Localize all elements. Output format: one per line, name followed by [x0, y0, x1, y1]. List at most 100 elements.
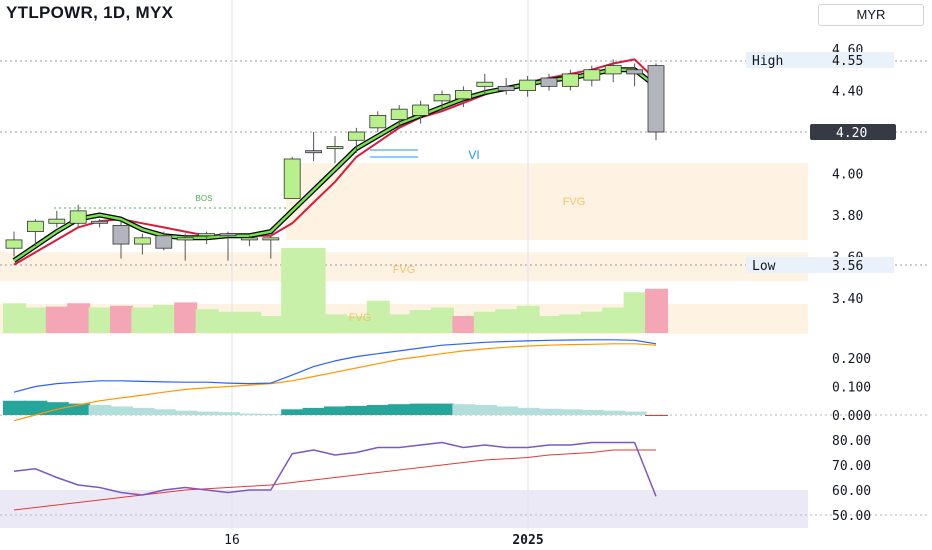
- volume-bar: [88, 307, 112, 333]
- macd-hist-bar: [366, 405, 390, 415]
- macd-signal-line: [13, 343, 657, 422]
- macd-hist-bar: [538, 408, 561, 415]
- low-marker: [746, 257, 894, 273]
- volume-bar: [67, 303, 91, 333]
- volume-bar: [174, 302, 198, 333]
- candle-body: [369, 115, 387, 129]
- macd-hist-bar: [152, 409, 176, 415]
- macd-hist-bar: [388, 404, 412, 415]
- fvg-annotation-upper: FVG: [563, 196, 586, 208]
- rsi-ma-line: [13, 449, 656, 511]
- high-value: 4.55: [832, 54, 863, 69]
- price-tick: 4.40: [832, 85, 863, 100]
- candle-body: [433, 94, 451, 102]
- macd-hist-bar: [623, 411, 647, 415]
- price-tick: 4.00: [832, 168, 863, 183]
- high-marker: [746, 52, 894, 68]
- macd-hist-bar: [238, 413, 262, 415]
- macd-line: [13, 339, 657, 393]
- macd-hist-bar: [345, 405, 369, 415]
- volume-bar: [45, 306, 69, 333]
- fvg-zone-lower: [0, 252, 808, 282]
- volume-bar: [495, 309, 519, 333]
- x-label-2025: 2025: [512, 533, 543, 548]
- candle-body: [112, 224, 130, 245]
- candle-body: [454, 90, 472, 100]
- low-value: 3.56: [832, 259, 863, 274]
- candle-body: [497, 85, 515, 91]
- candle-body: [540, 77, 558, 87]
- candle-body: [305, 150, 323, 154]
- candle-body: [5, 239, 23, 249]
- candle-body: [283, 158, 301, 199]
- candle-body: [198, 233, 216, 237]
- volume-bar: [324, 314, 347, 333]
- macd-hist-bar: [559, 409, 583, 415]
- rsi-line: [13, 441, 657, 497]
- candle-body: [604, 65, 622, 75]
- macd-hist-bar: [516, 407, 540, 415]
- volume-bar: [388, 314, 412, 333]
- volume-bar: [110, 305, 133, 333]
- candle-body: [326, 146, 344, 149]
- volume-bar: [345, 316, 369, 333]
- volume-bar: [538, 316, 561, 333]
- volume-bar: [516, 305, 540, 333]
- macd-hist-bar: [409, 403, 433, 415]
- vi-annotation: VI: [468, 148, 479, 162]
- last-price-value: 4.20: [836, 126, 867, 141]
- volume-bar: [645, 288, 668, 333]
- macd-hist-bar: [195, 411, 219, 415]
- macd-hist-bar: [217, 412, 240, 415]
- macd-hist-bar: [45, 402, 69, 415]
- candle-body: [583, 69, 601, 81]
- rsi-tick: 70.00: [832, 459, 871, 474]
- volume-bar: [409, 310, 433, 333]
- macd-tick: 0.000: [832, 409, 871, 424]
- macd-hist-bar: [174, 410, 198, 415]
- volume-bar: [217, 311, 240, 333]
- macd-hist-bar: [281, 409, 305, 415]
- candle-body: [262, 237, 280, 241]
- macd-hist-bar: [580, 409, 604, 415]
- macd-hist-bar: [452, 404, 476, 415]
- macd-hist-bar: [602, 410, 626, 415]
- rsi-tick: 80.00: [832, 434, 871, 449]
- x-label-16: 16: [224, 533, 240, 548]
- rsi-band: [0, 490, 808, 528]
- currency-button[interactable]: MYR: [818, 4, 924, 26]
- macd-hist-bar: [3, 400, 26, 415]
- fvg-annotation-volume: FVG: [349, 312, 372, 324]
- bos-annotation: BOS: [196, 194, 213, 203]
- candle-body: [219, 233, 237, 237]
- low-label: Low: [752, 259, 776, 274]
- candle-body: [412, 104, 430, 116]
- candle-body: [176, 237, 194, 241]
- macd-tick: 0.100: [832, 381, 871, 396]
- macd-hist-bar: [88, 405, 112, 415]
- price-tick: 3.80: [832, 209, 863, 224]
- last-price-marker: [810, 124, 896, 140]
- macd-hist-bar: [110, 406, 133, 415]
- macd-hist-bar: [324, 406, 347, 415]
- macd-hist-bar: [431, 403, 454, 415]
- candle-body: [155, 235, 173, 249]
- volume-bar: [452, 316, 476, 333]
- macd-hist-bar: [24, 400, 48, 415]
- volume-bar: [238, 311, 262, 333]
- candle-body: [519, 79, 536, 91]
- candle-body: [390, 108, 408, 120]
- volume-bar: [559, 314, 583, 333]
- candle-body: [133, 237, 151, 245]
- macd-hist-bar: [645, 415, 668, 416]
- volume-bar: [131, 307, 155, 333]
- fvg-zone-upper: [286, 163, 808, 240]
- candle-body: [26, 220, 44, 233]
- macd-hist-bar: [67, 403, 91, 415]
- volume-bar: [473, 311, 497, 333]
- volume-bar: [24, 307, 48, 333]
- macd-hist-bar: [473, 405, 497, 415]
- rsi-tick: 50.00: [832, 509, 871, 524]
- candle-body: [647, 65, 665, 133]
